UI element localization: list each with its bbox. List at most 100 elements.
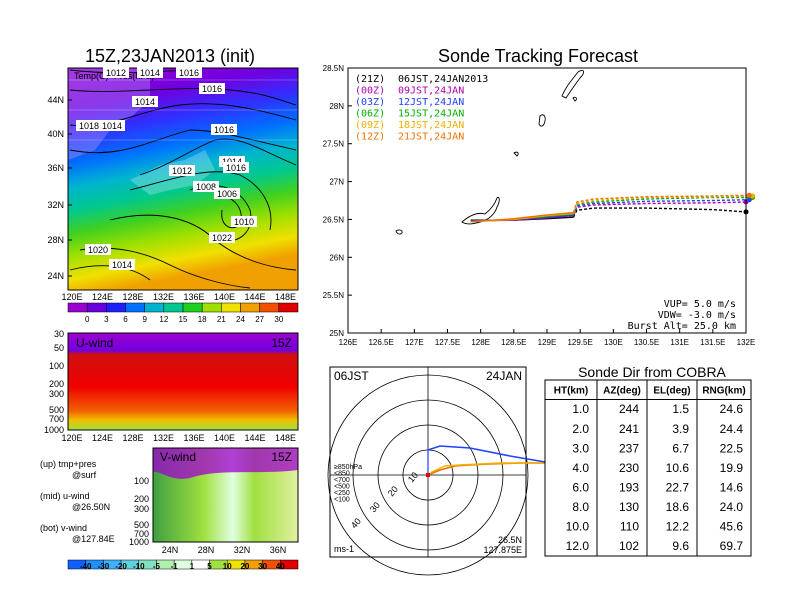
tracking-legend-text: 15JST,24JAN [398, 109, 464, 120]
vwind-y-tick: 300 [134, 504, 149, 514]
left-lon-tick: 144E [244, 292, 265, 302]
svg-text:1014: 1014 [112, 260, 132, 270]
legend-bot: (bot) v-wind [40, 523, 87, 533]
sonde-tracks [470, 192, 756, 223]
table-cell: 6.0 [572, 480, 589, 494]
left-lat-tick: 32N [47, 200, 64, 210]
panel-legend: (up) tmp+pres @surf (mid) u-wind @26.50N… [40, 459, 115, 544]
table-cell: 3.0 [572, 441, 589, 455]
tracking-lon-tick: 126.5E [368, 338, 393, 347]
uwind-y-tick: 30 [54, 329, 64, 339]
temp-map: Temp(C)+Pres(hPa) 1012101410161014101810… [47, 67, 299, 302]
hodo-lat: 26.5N [498, 535, 522, 545]
hodo-origin [426, 473, 430, 477]
left-lon-tick: 132E [153, 292, 174, 302]
table-header: EL(deg) [653, 385, 690, 396]
isobar-label: 1014 [99, 120, 125, 131]
tracking-lon-tick: 131.5E [700, 338, 725, 347]
svg-text:1012: 1012 [106, 68, 126, 78]
table-cell: 14.6 [720, 480, 744, 494]
svg-text:1010: 1010 [234, 217, 254, 227]
legend-bot2: @127.84E [72, 534, 115, 544]
wind-colorbar-label: -1 [171, 562, 179, 571]
tracking-lon-tick: 129E [538, 338, 557, 347]
temp-colorbar-label: 18 [198, 315, 207, 324]
hodo-level-label: <100 [334, 497, 350, 504]
table-cell: 19.9 [720, 461, 744, 475]
left-lon-tick: 124E [92, 292, 113, 302]
tracking-lat-tick: 27.5N [323, 140, 345, 149]
left-lat-tick: 24N [47, 271, 64, 281]
hodograph: 10 20 30 40 06JST 24JAN ≥850hPa<850<700<500… [327, 366, 597, 576]
uwind-x-tick: 144E [244, 433, 265, 443]
temp-colorbar-swatch [278, 302, 299, 313]
table-cell: 230 [619, 461, 639, 475]
hodo-unit: ms-1 [334, 544, 354, 554]
wind-colorbar-label: -40 [80, 562, 92, 571]
tracking-legend-text: 09JST,24JAN [398, 86, 464, 97]
tracking-lat-tick: 25N [329, 329, 344, 338]
left-lon-ticks: 120E 124E 128E 132E 136E 140E 144E 148E [61, 292, 296, 302]
track-line-dashed [572, 199, 750, 216]
isobar-label: 1014 [132, 96, 158, 107]
left-lon-tick: 120E [61, 292, 82, 302]
tracking-lon-tick: 132E [737, 338, 756, 347]
tracking-params: VUP= 5.0 m/s VDW= -3.0 m/s Burst Alt= 25… [628, 299, 736, 332]
wind-colorbar-label: 40 [276, 562, 285, 571]
uwind-field [68, 333, 298, 430]
table-cell: 45.6 [720, 520, 744, 534]
tracking-legend-code: (09Z) [355, 120, 385, 131]
temp-colorbar-swatch [67, 302, 88, 313]
table-cell: 244 [619, 402, 639, 416]
track-endpoint [746, 192, 752, 198]
table-cell: 12.2 [666, 520, 690, 534]
hodo-level-label: <250 [334, 490, 350, 497]
hodo-trace-mid [427, 462, 545, 476]
table-header: RNG(km) [702, 385, 745, 396]
table-cell: 4.0 [572, 461, 589, 475]
hodo-ring-label: 40 [349, 516, 363, 530]
temp-colorbar-label: 3 [104, 315, 109, 324]
uwind-x-tick: 140E [214, 433, 235, 443]
svg-text:1014: 1014 [135, 97, 155, 107]
tracking-legend-code: (21Z) [355, 74, 385, 85]
tracking-lat-ticks: 28.5N 28N 27.5N 27N 26.5N 26N 25.5N 25N [323, 64, 352, 338]
hodo-ring-label: 20 [386, 484, 400, 498]
isobar-label: 1014 [137, 67, 163, 78]
hodo-ring-labels: 10 20 30 40 [349, 470, 420, 530]
svg-text:1018: 1018 [79, 121, 99, 131]
uwind-x-tick: 120E [61, 433, 82, 443]
svg-text:1006: 1006 [217, 189, 237, 199]
tracking-lat-tick: 26.5N [323, 215, 345, 224]
svg-text:1016: 1016 [214, 125, 234, 135]
table-cell: 130 [619, 500, 639, 514]
temp-colorbar-swatch [163, 302, 184, 313]
svg-text:1016: 1016 [226, 163, 246, 173]
vwind-x-ticks: 24N 28N 32N 36N [162, 545, 287, 555]
wind-colorbar-label: 1 [190, 562, 195, 571]
tracking-lon-tick: 128.5E [501, 338, 526, 347]
hodo-level-label: <700 [334, 477, 350, 484]
table-cell: 24.4 [720, 422, 744, 436]
table-cell: 22.7 [666, 480, 690, 494]
isobar-labels: 1012101410161014101810141016101610141016… [76, 67, 257, 270]
temp-colorbar-swatch [221, 302, 241, 313]
isobar-label: 1008 [193, 181, 219, 192]
uwind-y-tick: 50 [54, 343, 64, 353]
hodo-level-label: <850 [334, 471, 350, 478]
tracking-lat-tick: 25.5N [323, 291, 345, 300]
wind-colorbar-swatch [280, 559, 299, 570]
svg-text:1022: 1022 [212, 233, 232, 243]
uwind-y-tick: 300 [49, 389, 64, 399]
uwind-y-tick: 500 [49, 405, 64, 415]
tracking-lon-tick: 131E [670, 338, 689, 347]
tracking-lat-tick: 28.5N [323, 64, 345, 73]
tracking-title: Sonde Tracking Forecast [438, 46, 638, 66]
tracking-legend: (21Z) 06JST,24JAN2013 (00Z) 09JST,24JAN (03Z… [355, 74, 488, 143]
hodo-level-labels: ≥850hPa<850<700<500<250<100 [334, 464, 362, 504]
vwind-x-tick: 24N [162, 545, 179, 555]
temp-colorbar-swatch [259, 302, 280, 313]
uwind-y-tick: 700 [49, 414, 64, 424]
